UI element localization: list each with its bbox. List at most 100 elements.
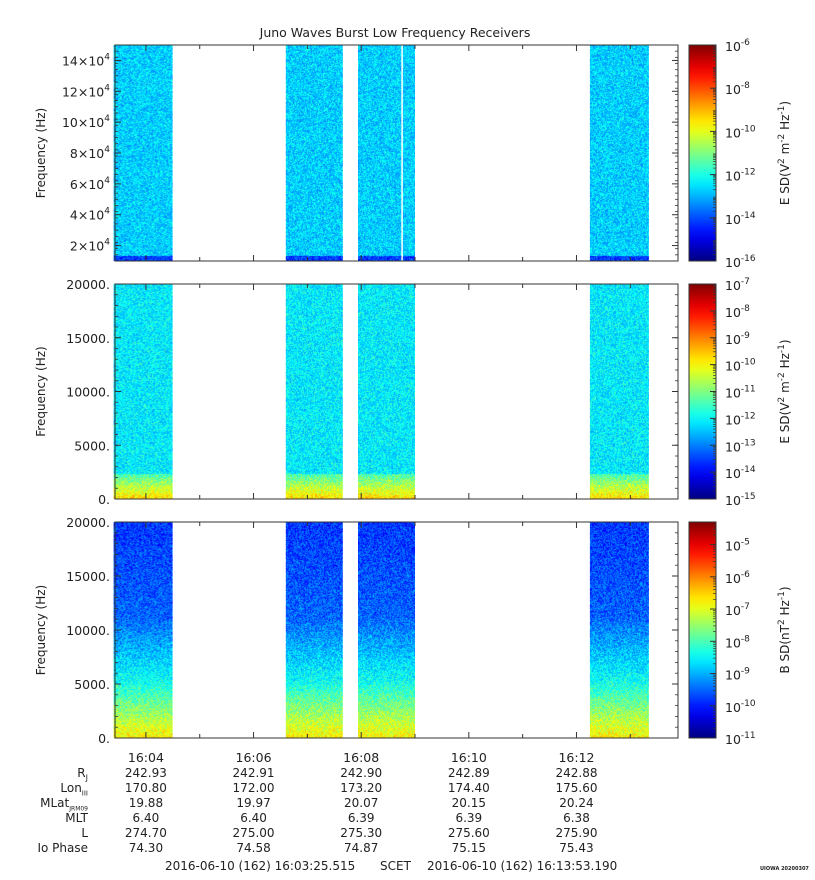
spectrogram-panel-1: 2×104 4×104 6×104 8×104 10×104 12×104 14×104 Fr… — [34, 44, 679, 262]
ephem-value: 275.00 — [232, 826, 275, 840]
y-tick-label: 10×104 — [62, 114, 110, 130]
ephem-value: 170.80 — [124, 781, 167, 795]
y-tick-label: 20000. — [66, 277, 110, 292]
colorbar-tick-label: 10-7 — [725, 277, 750, 293]
colorbar-tick-label: 10-13 — [725, 438, 756, 454]
ephem-value: 175.60 — [555, 781, 598, 795]
ephem-label-lon: LonIII — [60, 781, 88, 798]
y-tick-label: 0. — [98, 492, 110, 507]
time-tick-label: 16:12 — [558, 750, 594, 765]
colorbar-gradient — [688, 521, 717, 739]
data-block-1 — [113, 522, 173, 738]
y-tick-label: 10000. — [66, 623, 110, 638]
ephem-value: 242.90 — [340, 766, 383, 780]
colorbars: 10-16 10-14 10-12 10-10 10-8 10-6 E SD(V2 m-2 … — [688, 38, 792, 747]
y-axis-label: Frequency (Hz) — [34, 585, 48, 676]
ephem-value: 172.00 — [232, 781, 275, 795]
colorbar-tick-label: 10-14 — [725, 465, 756, 481]
ephem-value: 275.60 — [447, 826, 490, 840]
y-tick-label: 10000. — [66, 385, 110, 400]
colorbar-tick-label: 10-10 — [725, 699, 756, 715]
colorbar-tick-label: 10-6 — [725, 570, 750, 586]
time-tick-label: 16:10 — [451, 750, 487, 765]
time-tick-label: 16:04 — [128, 750, 164, 765]
data-block-4 — [589, 522, 649, 738]
chart-title: Juno Waves Burst Low Frequency Receivers — [259, 25, 531, 40]
y-tick-label: 0. — [98, 731, 110, 746]
colorbar-gradient — [688, 44, 717, 262]
ephem-value: 274.70 — [124, 826, 167, 840]
colorbar-1: 10-16 10-14 10-12 10-10 10-8 10-6 E SD(V2 m-2 … — [688, 38, 792, 270]
y-tick-label: 14×104 — [62, 52, 110, 68]
ephem-value: 19.88 — [128, 796, 164, 810]
ephem-label-mlat: MLatJRM09 — [40, 796, 88, 813]
colorbar-tick-label: 10-11 — [725, 385, 756, 401]
colorbar-tick-label: 10-8 — [725, 81, 750, 97]
ephem-value: 173.20 — [340, 781, 383, 795]
data-block-2 — [285, 45, 343, 261]
ephem-label-mlt: MLT — [65, 811, 88, 825]
ephem-value: 6.39 — [455, 811, 483, 825]
data-block-2 — [285, 522, 343, 738]
time-tick-label: 16:06 — [236, 750, 272, 765]
ephem-value: 6.40 — [132, 811, 160, 825]
data-block-4 — [589, 284, 649, 499]
colorbar-tick-label: 10-7 — [725, 602, 750, 618]
ephem-value: 242.93 — [124, 766, 167, 780]
ephem-value: 242.88 — [555, 766, 598, 780]
footer-start-time: 2016-06-10 (162) 16:03:25.515 — [165, 859, 356, 873]
ephem-label-rj: RJ — [77, 766, 88, 783]
colorbar-tick-label: 10-11 — [725, 731, 756, 747]
ephem-value: 6.38 — [563, 811, 590, 825]
y-tick-label: 8×104 — [70, 145, 110, 161]
y-tick-label: 4×104 — [70, 207, 110, 223]
colorbar-tick-label: 10-8 — [725, 304, 750, 320]
colorbar-label: E SD(V2 m-2 Hz-1) — [777, 339, 792, 443]
ephem-value: 19.97 — [236, 796, 271, 810]
ephem-value: 75.43 — [559, 841, 594, 855]
ephem-value: 20.15 — [451, 796, 486, 810]
ephem-value: 242.91 — [232, 766, 275, 780]
colorbar-tick-label: 10-10 — [725, 124, 756, 140]
spectrogram-panel-2: 0. 5000. 10000. 15000. 20000. Frequency (Hz) — [34, 277, 679, 507]
data-block-1 — [113, 284, 173, 499]
colorbar-tick-label: 10-8 — [725, 634, 750, 650]
colorbar-label: E SD(V2 m-2 Hz-1) — [777, 101, 792, 205]
y-tick-label: 2×104 — [70, 238, 110, 254]
footer-end-time: 2016-06-10 (162) 16:13:53.190 — [427, 859, 618, 873]
colorbar-label: B SD(nT2 Hz-1) — [777, 586, 792, 673]
y-tick-label: 20000. — [66, 515, 110, 530]
ephem-value: 275.30 — [340, 826, 383, 840]
data-block-2 — [285, 284, 343, 499]
ephem-value: 20.07 — [344, 796, 379, 810]
y-tick-label: 5000. — [74, 677, 110, 692]
colorbar-tick-label: 10-12 — [725, 411, 756, 427]
colorbar-tick-label: 10-14 — [725, 211, 756, 227]
colorbar-tick-label: 10-10 — [725, 358, 756, 374]
ephem-value: 275.90 — [555, 826, 598, 840]
ephem-value: 75.15 — [451, 841, 486, 855]
ephem-label-io-phase: Io Phase — [37, 841, 88, 855]
colorbar-tick-label: 10-15 — [725, 492, 756, 508]
ephem-label-l: L — [81, 826, 88, 840]
y-axis-label: Frequency (Hz) — [34, 108, 48, 199]
ephem-value: 74.30 — [128, 841, 164, 855]
colorbar-tick-label: 10-9 — [725, 331, 750, 347]
spectrogram-panel-3: 0. 5000. 10000. 15000. 20000. Frequency (Hz) — [34, 515, 679, 746]
colorbar-3: 10-11 10-10 10-9 10-8 10-7 10-6 10-5 B SD(nT2 H… — [688, 521, 792, 747]
y-axis-label: Frequency (Hz) — [34, 346, 48, 437]
data-block-4 — [589, 45, 649, 261]
footer-stamp: UIOWA 20200307 — [760, 866, 809, 872]
ephem-value: 242.89 — [447, 766, 490, 780]
y-tick-label: 15000. — [66, 331, 110, 346]
data-block-3 — [358, 284, 415, 499]
y-tick-label: 6×104 — [70, 176, 110, 192]
data-block-1 — [113, 45, 173, 261]
ephem-value: 6.40 — [240, 811, 267, 825]
colorbar-tick-label: 10-12 — [725, 168, 756, 184]
colorbar-tick-label: 10-6 — [725, 38, 750, 54]
ephem-value: 74.58 — [236, 841, 271, 855]
y-tick-label: 5000. — [74, 438, 110, 453]
ephem-value: 6.39 — [347, 811, 375, 825]
